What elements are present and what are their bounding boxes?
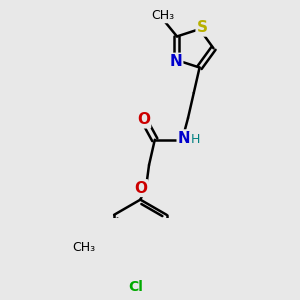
Text: O: O (137, 112, 150, 127)
Text: CH₃: CH₃ (151, 9, 174, 22)
Text: CH₃: CH₃ (72, 241, 95, 254)
Text: N: N (169, 54, 182, 69)
Text: H: H (190, 133, 200, 146)
Text: Cl: Cl (128, 280, 143, 294)
Text: S: S (197, 20, 208, 35)
Text: N: N (178, 131, 191, 146)
Text: O: O (134, 181, 147, 196)
